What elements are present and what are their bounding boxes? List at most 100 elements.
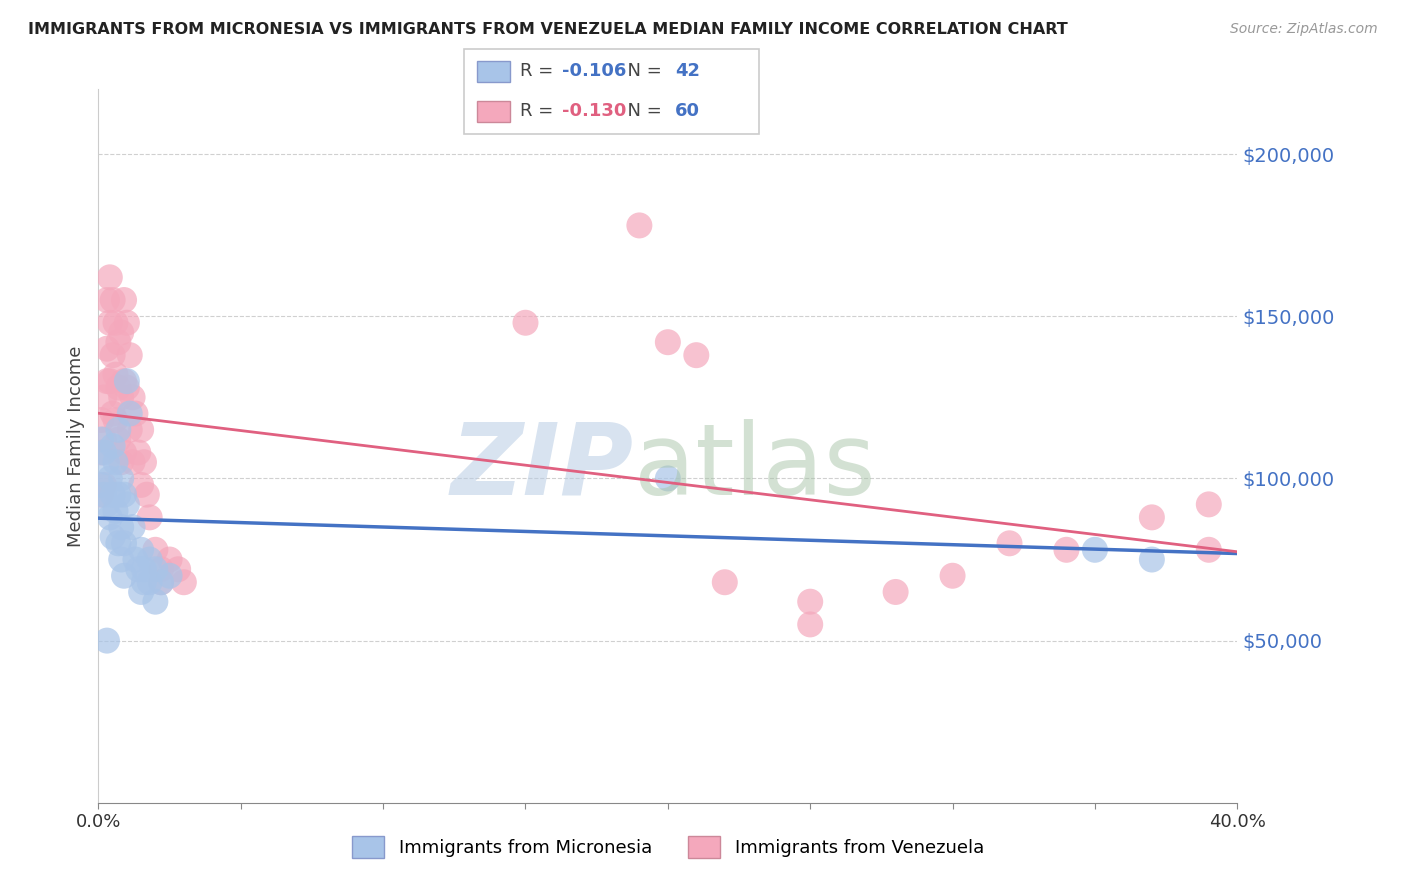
Text: IMMIGRANTS FROM MICRONESIA VS IMMIGRANTS FROM VENEZUELA MEDIAN FAMILY INCOME COR: IMMIGRANTS FROM MICRONESIA VS IMMIGRANTS…	[28, 22, 1069, 37]
Point	[110, 326, 132, 340]
Point	[96, 455, 118, 469]
Point	[112, 488, 135, 502]
Point	[104, 316, 127, 330]
Point	[107, 423, 129, 437]
Point	[101, 530, 124, 544]
Text: Source: ZipAtlas.com: Source: ZipAtlas.com	[1230, 22, 1378, 37]
Point	[145, 562, 167, 576]
Point	[132, 455, 155, 469]
Point	[115, 374, 138, 388]
Point	[104, 455, 127, 469]
Point	[112, 568, 135, 582]
Point	[657, 335, 679, 350]
Point	[118, 423, 141, 437]
Point	[93, 433, 115, 447]
Point	[124, 552, 146, 566]
Text: -0.130: -0.130	[562, 103, 627, 120]
Point	[129, 423, 152, 437]
Point	[93, 445, 115, 459]
Point	[115, 316, 138, 330]
Point	[1140, 552, 1163, 566]
Point	[628, 219, 651, 233]
Point	[107, 433, 129, 447]
Point	[112, 374, 135, 388]
Point	[90, 478, 112, 492]
Point	[884, 585, 907, 599]
Point	[104, 413, 127, 427]
Point	[110, 520, 132, 534]
Point	[90, 433, 112, 447]
Point	[998, 536, 1021, 550]
Text: ZIP: ZIP	[451, 419, 634, 516]
Point	[1198, 497, 1220, 511]
Text: 42: 42	[675, 62, 700, 80]
Point	[110, 455, 132, 469]
Point	[98, 510, 121, 524]
Point	[93, 488, 115, 502]
Point	[1084, 542, 1107, 557]
Text: atlas: atlas	[634, 419, 876, 516]
Point	[150, 575, 173, 590]
Point	[173, 575, 195, 590]
Point	[112, 536, 135, 550]
Point	[121, 520, 143, 534]
Point	[98, 270, 121, 285]
Point	[98, 316, 121, 330]
Point	[124, 407, 146, 421]
Point	[129, 478, 152, 492]
Point	[129, 585, 152, 599]
Point	[104, 504, 127, 518]
Point	[942, 568, 965, 582]
Point	[96, 374, 118, 388]
Point	[101, 348, 124, 362]
Text: 60: 60	[675, 103, 700, 120]
Point	[90, 488, 112, 502]
Point	[115, 497, 138, 511]
Point	[159, 568, 181, 582]
Point	[799, 617, 821, 632]
Text: -0.106: -0.106	[562, 62, 627, 80]
Point	[150, 562, 173, 576]
Point	[90, 445, 112, 459]
Text: N =: N =	[616, 62, 668, 80]
Text: R =: R =	[520, 103, 560, 120]
Point	[96, 497, 118, 511]
Point	[515, 316, 537, 330]
Point	[96, 633, 118, 648]
Point	[98, 374, 121, 388]
Point	[1198, 542, 1220, 557]
Point	[110, 552, 132, 566]
Point	[93, 478, 115, 492]
Point	[159, 552, 181, 566]
Point	[101, 488, 124, 502]
Point	[121, 390, 143, 404]
Point	[127, 562, 149, 576]
Point	[1140, 510, 1163, 524]
Point	[118, 407, 141, 421]
Legend: Immigrants from Micronesia, Immigrants from Venezuela: Immigrants from Micronesia, Immigrants f…	[344, 829, 991, 865]
Point	[101, 407, 124, 421]
Point	[138, 510, 160, 524]
Point	[167, 562, 190, 576]
Point	[685, 348, 707, 362]
Point	[129, 542, 152, 557]
Point	[110, 471, 132, 485]
Y-axis label: Median Family Income: Median Family Income	[66, 345, 84, 547]
Point	[107, 381, 129, 395]
Point	[127, 445, 149, 459]
Point	[96, 342, 118, 356]
Point	[1056, 542, 1078, 557]
Point	[138, 575, 160, 590]
Point	[657, 471, 679, 485]
Point	[104, 368, 127, 382]
Point	[135, 488, 157, 502]
Point	[132, 575, 155, 590]
Text: N =: N =	[616, 103, 668, 120]
Point	[90, 413, 112, 427]
Point	[112, 445, 135, 459]
Point	[118, 348, 141, 362]
Point	[799, 595, 821, 609]
Point	[98, 471, 121, 485]
Point	[115, 381, 138, 395]
Point	[150, 575, 173, 590]
